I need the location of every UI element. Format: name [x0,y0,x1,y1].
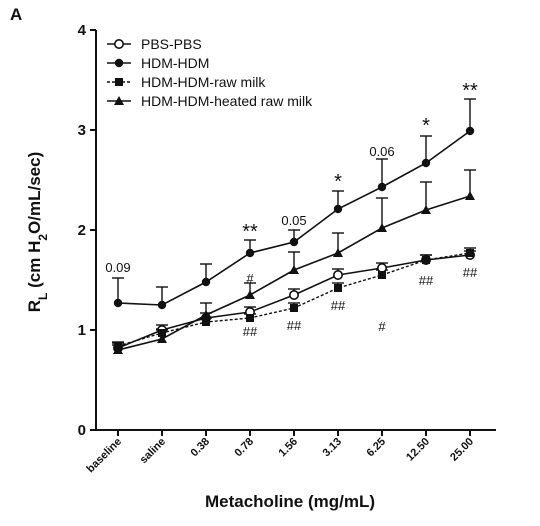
significance-annotation: ## [331,298,346,313]
significance-annotation: 0.09 [105,260,130,275]
data-point-filled-circle [377,182,387,192]
y-axis-label: RL (cm H2O/mL/sec) [25,152,50,312]
data-point-filled-circle [245,248,255,258]
data-point-filled-square [466,249,474,257]
data-point-filled-circle [289,237,299,247]
data-point-filled-triangle [113,345,123,354]
x-tick-labels: baseline saline 0.38 0.78 1.56 3.13 6.25 12.50 2… [85,436,477,476]
data-point-filled-square [378,271,386,279]
data-point-filled-circle [421,158,431,168]
data-point-filled-triangle [201,310,211,319]
data-point-open-circle [114,38,125,49]
significance-annotation: ** [462,80,478,102]
data-point-open-circle [332,269,343,280]
significance-annotation: * [334,171,342,193]
x-tick-label: 3.13 [320,436,344,460]
data-point-filled-square [202,318,210,326]
series-markers [113,126,475,354]
significance-annotation: 0.06 [369,144,394,159]
x-tick-label: 1.56 [276,436,300,460]
significance-annotation: ** [242,221,258,243]
y-tick-label: 4 [78,22,87,39]
significance-annotation: ## [463,265,478,280]
significance-annotations: 0.09**0.05*0.06***### ######### [105,80,478,339]
x-tick-label: 6.25 [364,436,388,460]
panel-label: A [10,5,22,24]
data-point-filled-circle [114,58,124,68]
data-point-filled-triangle [157,334,167,343]
data-point-filled-triangle [333,248,343,257]
data-point-filled-triangle [114,96,124,105]
data-point-filled-triangle [465,191,475,200]
data-point-filled-circle [157,300,167,310]
data-point-filled-square [246,314,254,322]
data-point-filled-circle [333,204,343,214]
legend-entry: PBS-PBS [141,36,202,52]
data-point-filled-square [158,329,166,337]
data-point-filled-triangle [245,290,255,299]
y-tick-label: 1 [78,322,86,339]
data-point-filled-circle [113,298,123,308]
significance-annotation: # [246,271,254,286]
y-tick-label: 2 [78,222,86,239]
x-tick-label: baseline [85,436,125,476]
x-tick-label: 12.50 [404,436,432,464]
data-point-filled-square [334,284,342,292]
x-axis-label: Metacholine (mg/mL) [205,492,375,511]
data-point-filled-square [290,304,298,312]
x-tick-label: 0.78 [232,436,256,460]
significance-annotation: 0.05 [281,213,306,228]
x-tick-label: saline [138,436,169,467]
y-tick-label: 0 [78,422,86,439]
data-point-filled-circle [465,126,475,136]
significance-annotation: * [422,115,430,137]
legend-entry: HDM-HDM [141,55,209,71]
x-tick-label: 0.38 [188,436,212,460]
significance-annotation: ## [243,324,258,339]
data-point-filled-triangle [377,223,387,232]
y-tick-labels: 0 1 2 3 4 [78,22,87,439]
data-point-open-circle [288,289,299,300]
data-point-open-circle [376,262,387,273]
significance-annotation: # [378,319,386,334]
data-point-filled-square [115,78,123,86]
data-point-filled-triangle [421,205,431,214]
legend-entry: HDM-HDM-heated raw milk [141,93,313,109]
data-point-filled-square [422,256,430,264]
legend: PBS-PBS HDM-HDM HDM-HDM-raw milk HDM-HDM-he… [107,36,313,109]
y-tick-label: 3 [78,122,86,139]
data-point-filled-circle [201,277,211,287]
x-tick-label: 25.00 [448,436,476,464]
significance-annotation: ## [419,273,434,288]
significance-annotation: ## [287,318,302,333]
axes [90,29,496,436]
legend-entry: HDM-HDM-raw milk [141,74,266,90]
data-point-filled-triangle [289,265,299,274]
